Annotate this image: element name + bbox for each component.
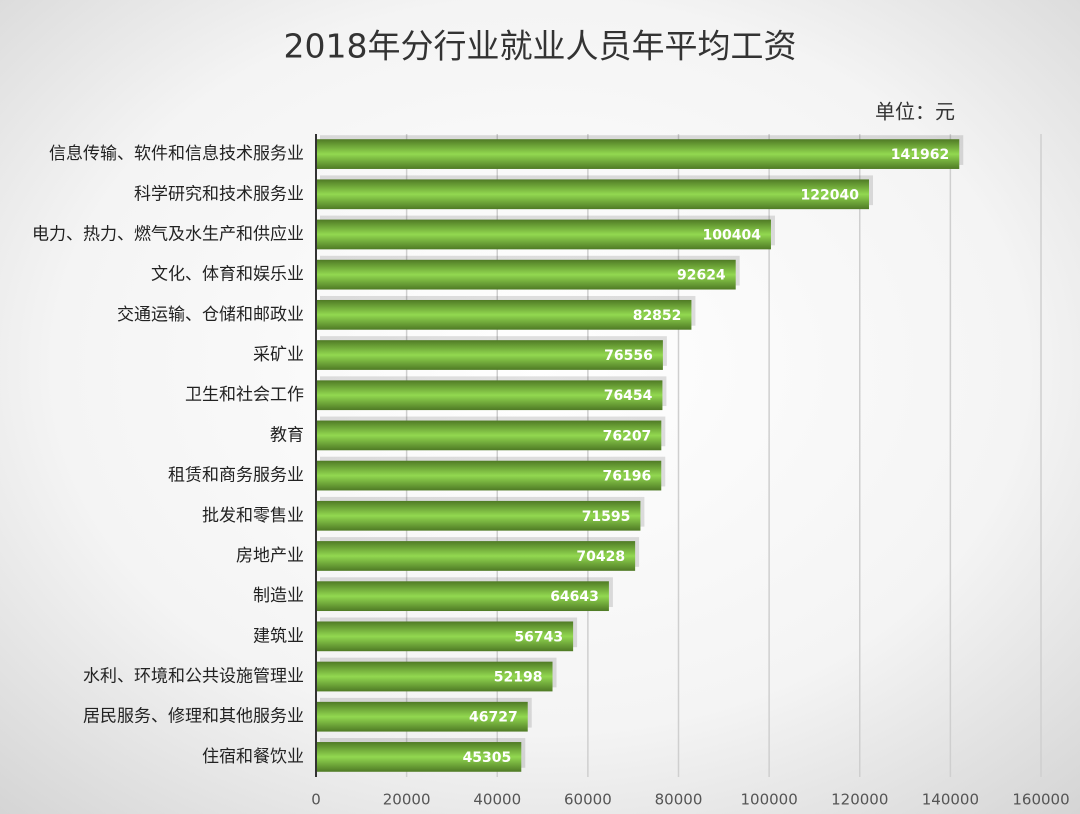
value-label: 141962 bbox=[891, 147, 949, 163]
y-tick-label: 交通运输、仓储和邮政业 bbox=[117, 305, 304, 325]
bar bbox=[316, 219, 771, 250]
value-label: 76454 bbox=[604, 388, 653, 404]
bar bbox=[316, 139, 960, 169]
bar bbox=[316, 500, 641, 531]
value-label: 92624 bbox=[677, 268, 726, 284]
y-tick-label: 制造业 bbox=[253, 586, 304, 606]
y-tick-label: 信息传输、软件和信息技术服务业 bbox=[49, 144, 304, 164]
value-label: 76196 bbox=[603, 469, 652, 485]
value-label: 56743 bbox=[514, 629, 563, 645]
y-tick-label: 水利、环境和公共设施管理业 bbox=[83, 667, 304, 687]
y-tick-label: 教育 bbox=[270, 425, 304, 445]
bar bbox=[316, 621, 574, 652]
value-label: 100404 bbox=[703, 227, 762, 243]
x-tick-label: 160000 bbox=[1012, 791, 1069, 809]
bar bbox=[316, 179, 869, 210]
bar bbox=[316, 661, 553, 692]
value-label: 52198 bbox=[494, 670, 543, 686]
x-tick-label: 100000 bbox=[740, 791, 797, 809]
y-tick-label: 住宿和餐饮业 bbox=[202, 747, 304, 767]
y-tick-label: 租赁和商务服务业 bbox=[168, 466, 304, 486]
value-label: 122040 bbox=[801, 187, 860, 203]
x-tick-label: 60000 bbox=[564, 791, 612, 809]
y-tick-label: 科学研究和技术服务业 bbox=[134, 184, 304, 204]
bar bbox=[316, 380, 663, 411]
value-label: 82852 bbox=[633, 308, 682, 324]
x-tick-label: 20000 bbox=[383, 791, 431, 809]
bar bbox=[316, 299, 692, 330]
value-label: 64643 bbox=[550, 589, 599, 605]
x-tick-label: 80000 bbox=[655, 791, 703, 809]
bar bbox=[316, 701, 528, 732]
y-tick-label: 采矿业 bbox=[253, 345, 304, 365]
y-tick-label: 批发和零售业 bbox=[202, 506, 304, 526]
bar bbox=[316, 541, 636, 571]
y-tick-label: 电力、热力、燃气及水生产和供应业 bbox=[32, 224, 304, 244]
bar bbox=[316, 420, 662, 451]
y-tick-label: 居民服务、修理和其他服务业 bbox=[83, 707, 304, 727]
value-label: 46727 bbox=[469, 710, 518, 726]
x-tick-label: 0 bbox=[311, 791, 321, 809]
bar bbox=[316, 340, 663, 370]
value-label: 76556 bbox=[604, 348, 653, 364]
y-tick-label: 卫生和社会工作 bbox=[185, 385, 304, 405]
value-label: 70428 bbox=[576, 549, 625, 565]
value-label: 76207 bbox=[603, 428, 652, 444]
x-tick-label: 140000 bbox=[922, 791, 979, 809]
chart-title: 2018年分行业就业人员年平均工资 bbox=[284, 27, 797, 66]
bar bbox=[316, 581, 609, 612]
value-label: 71595 bbox=[582, 509, 631, 525]
x-tick-label: 120000 bbox=[831, 791, 888, 809]
bar bbox=[316, 259, 736, 290]
y-tick-label: 建筑业 bbox=[253, 626, 304, 646]
bar bbox=[316, 742, 522, 772]
bar bbox=[316, 460, 662, 491]
unit-label: 单位：元 bbox=[875, 100, 955, 124]
y-tick-label: 文化、体育和娱乐业 bbox=[151, 265, 304, 285]
x-tick-label: 40000 bbox=[473, 791, 521, 809]
value-label: 45305 bbox=[463, 750, 512, 766]
y-tick-label: 房地产业 bbox=[236, 546, 304, 566]
